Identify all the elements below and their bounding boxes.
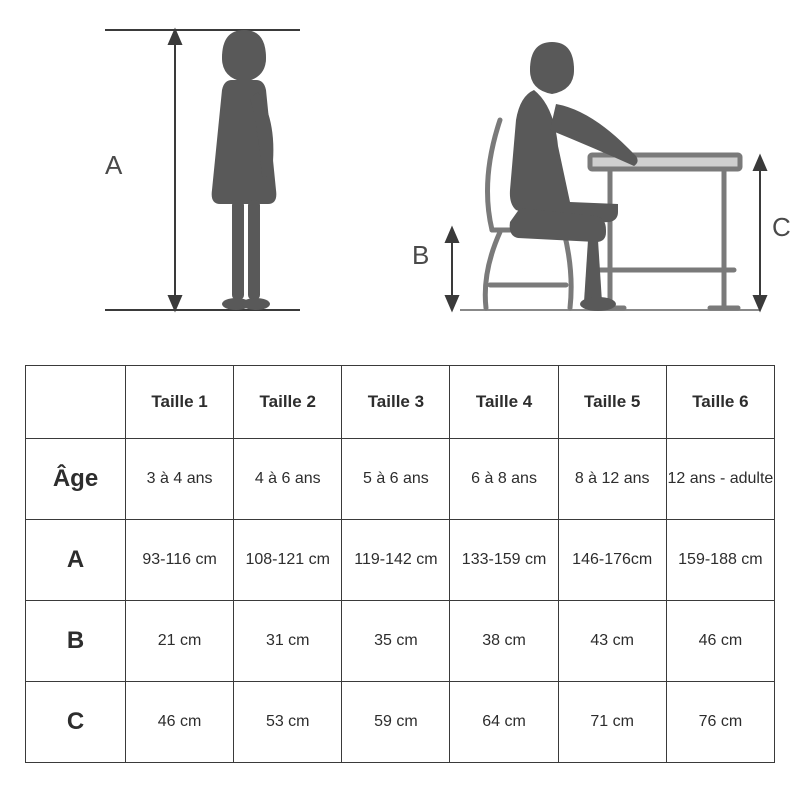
table-row: B 21 cm 31 cm 35 cm 38 cm 43 cm 46 cm <box>26 601 775 682</box>
cell: 46 cm <box>126 682 234 763</box>
cell: 59 cm <box>342 682 450 763</box>
cell: 71 cm <box>558 682 666 763</box>
row-header-age: Âge <box>26 439 126 520</box>
cell: 46 cm <box>666 601 774 682</box>
desk-outline <box>590 155 740 308</box>
col-header: Taille 6 <box>666 366 774 439</box>
standing-figure-group <box>105 30 300 310</box>
row-header-c: C <box>26 682 126 763</box>
col-header: Taille 5 <box>558 366 666 439</box>
child-standing-silhouette <box>212 30 277 310</box>
cell: 159-188 cm <box>666 520 774 601</box>
row-header-a: A <box>26 520 126 601</box>
table-row: C 46 cm 53 cm 59 cm 64 cm 71 cm 76 cm <box>26 682 775 763</box>
cell: 119-142 cm <box>342 520 450 601</box>
table-row: Âge 3 à 4 ans 4 à 6 ans 5 à 6 ans 6 à 8 … <box>26 439 775 520</box>
cell: 38 cm <box>450 601 558 682</box>
seated-figure-group <box>446 42 766 311</box>
table-header-row: Taille 1 Taille 2 Taille 3 Taille 4 Tail… <box>26 366 775 439</box>
size-table-wrap: Taille 1 Taille 2 Taille 3 Taille 4 Tail… <box>25 365 775 763</box>
arrow-b <box>446 228 458 310</box>
cell: 21 cm <box>126 601 234 682</box>
col-header: Taille 3 <box>342 366 450 439</box>
dim-label-a: A <box>105 150 122 181</box>
size-table: Taille 1 Taille 2 Taille 3 Taille 4 Tail… <box>25 365 775 763</box>
dim-label-c: C <box>772 212 791 243</box>
cell: 3 à 4 ans <box>126 439 234 520</box>
cell: 133-159 cm <box>450 520 558 601</box>
cell: 31 cm <box>234 601 342 682</box>
col-header: Taille 4 <box>450 366 558 439</box>
col-header: Taille 1 <box>126 366 234 439</box>
cell: 8 à 12 ans <box>558 439 666 520</box>
cell: 4 à 6 ans <box>234 439 342 520</box>
table-corner-blank <box>26 366 126 439</box>
cell: 53 cm <box>234 682 342 763</box>
cell: 12 ans - adulte <box>666 439 774 520</box>
row-header-b: B <box>26 601 126 682</box>
page: A B C Taille 1 Taille 2 Taille 3 Taille … <box>0 0 800 800</box>
cell: 76 cm <box>666 682 774 763</box>
col-header: Taille 2 <box>234 366 342 439</box>
table-row: A 93-116 cm 108-121 cm 119-142 cm 133-15… <box>26 520 775 601</box>
cell: 64 cm <box>450 682 558 763</box>
cell: 108-121 cm <box>234 520 342 601</box>
arrow-c <box>754 156 766 310</box>
cell: 35 cm <box>342 601 450 682</box>
cell: 43 cm <box>558 601 666 682</box>
illustration-area: A B C <box>0 0 800 340</box>
cell: 93-116 cm <box>126 520 234 601</box>
cell: 6 à 8 ans <box>450 439 558 520</box>
cell: 5 à 6 ans <box>342 439 450 520</box>
dim-label-b: B <box>412 240 429 271</box>
cell: 146-176cm <box>558 520 666 601</box>
